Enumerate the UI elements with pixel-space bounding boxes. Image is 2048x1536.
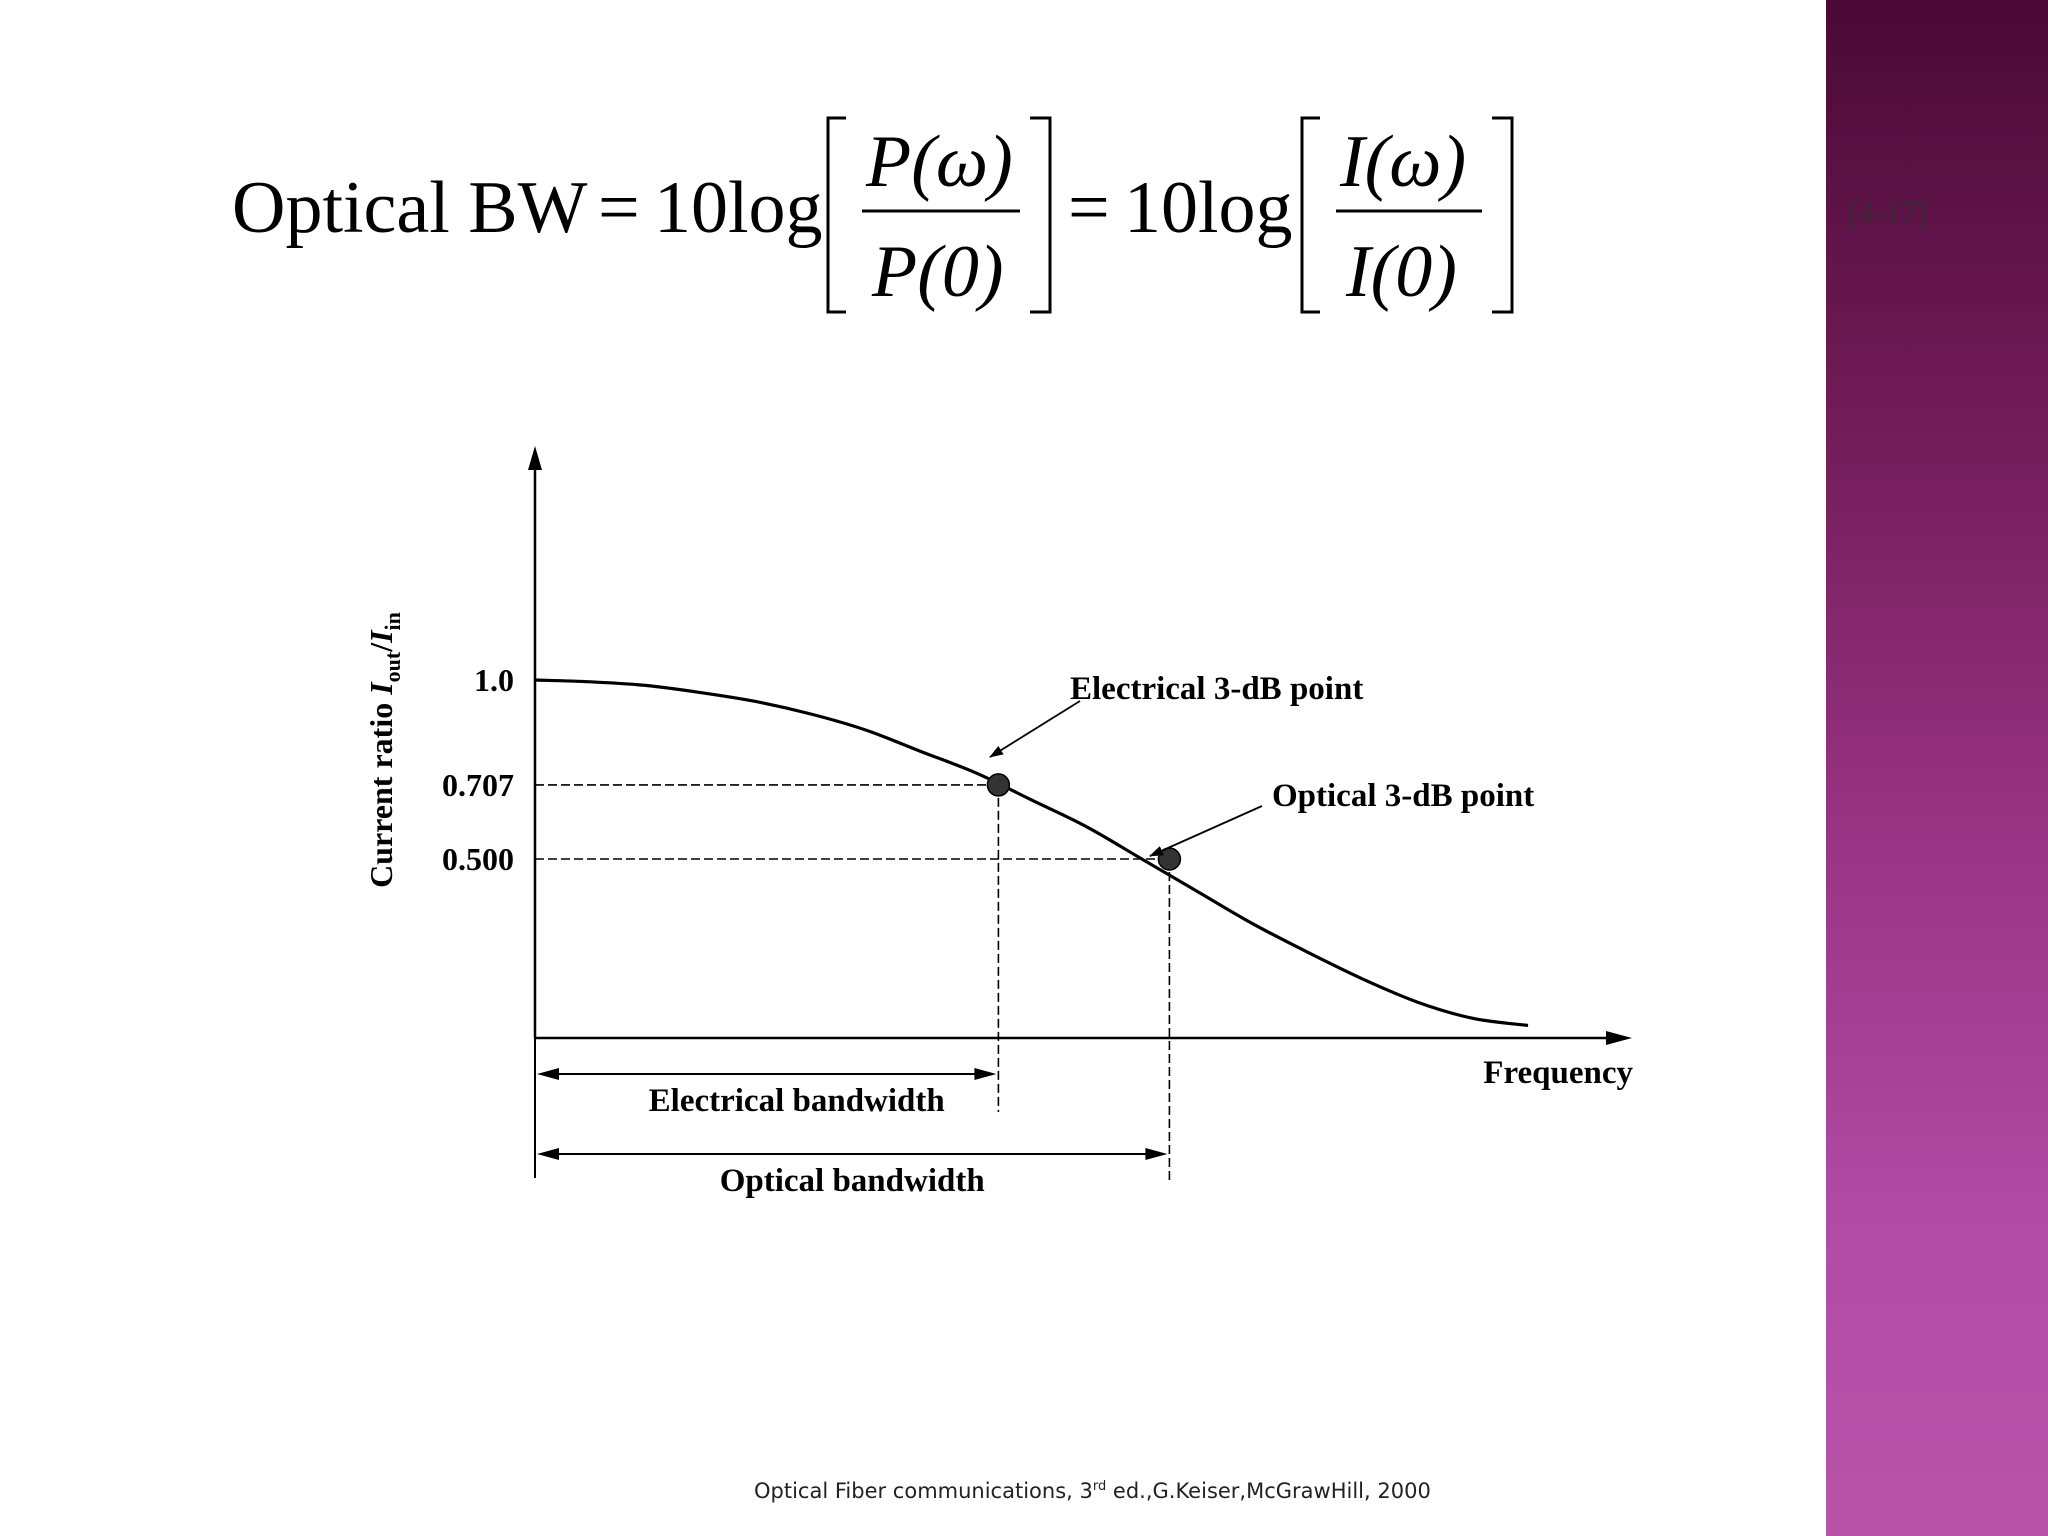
y-axis-label: Current ratio Iout/Iin: [363, 612, 405, 888]
optical-bandwidth-right-arrow: [1145, 1148, 1168, 1160]
electrical-3db-point-callout-arrow: [989, 700, 1081, 758]
current-ratio-chart: Current ratio Iout/Iin Frequency 1.0 0.70…: [363, 446, 1633, 1199]
frac2-denominator: I(0): [1345, 231, 1457, 313]
equation-reference: [4-17]: [1848, 194, 1928, 230]
y-tick-label: 0.707: [442, 767, 514, 803]
citation-text-end: ed.,G.Keiser,McGrawHill, 2000: [1106, 1479, 1431, 1503]
equation-equals-2: =: [1068, 167, 1110, 249]
electrical-bandwidth-left-arrow: [537, 1068, 559, 1080]
equation-log-2: log: [1198, 167, 1293, 249]
equation-coef-2: 10: [1124, 167, 1198, 249]
electrical-bandwidth-right-arrow: [974, 1068, 997, 1080]
electrical-3db-point-marker: [986, 773, 1011, 797]
left-bracket-2: [1300, 116, 1320, 314]
response-curve: [534, 678, 1529, 1028]
equation-equals-1: =: [598, 167, 640, 249]
x-axis-label: Frequency: [1483, 1055, 1633, 1091]
citation: Optical Fiber communications, 3rd ed.,G.…: [754, 1479, 1431, 1503]
citation-text: Optical Fiber communications, 3: [754, 1479, 1093, 1503]
y-axis-arrow: [528, 446, 542, 470]
optical-bandwidth-label: Optical bandwidth: [720, 1163, 985, 1199]
frac2-numerator: I(ω): [1339, 121, 1466, 203]
right-bracket-1: [1030, 116, 1052, 314]
optical-3db-point-label: Optical 3-dB point: [1272, 778, 1534, 814]
optical-bandwidth-left-arrow: [537, 1148, 559, 1160]
optical-bw-equation: Optical BW = 10 log P(ω) P(0) = 10 log I…: [232, 116, 1514, 314]
frac1-numerator: P(ω): [865, 121, 1013, 203]
y-tick-label: 0.500: [442, 841, 514, 877]
right-bracket-2: [1492, 116, 1514, 314]
frac1-denominator: P(0): [871, 231, 1004, 313]
optical-3db-point-callout-arrow: [1149, 805, 1263, 857]
equation-lhs: Optical BW: [232, 167, 588, 249]
electrical-3db-point-label: Electrical 3-dB point: [1070, 671, 1363, 707]
citation-superscript: rd: [1092, 1479, 1107, 1494]
decorative-sidebar: [1826, 0, 2048, 1536]
left-bracket-1: [826, 116, 846, 314]
y-tick-label: 1.0: [474, 662, 514, 698]
x-axis-arrow: [1606, 1031, 1632, 1045]
equation-log-1: log: [728, 167, 823, 249]
equation-coef-1: 10: [654, 167, 728, 249]
electrical-bandwidth-label: Electrical bandwidth: [649, 1083, 945, 1119]
